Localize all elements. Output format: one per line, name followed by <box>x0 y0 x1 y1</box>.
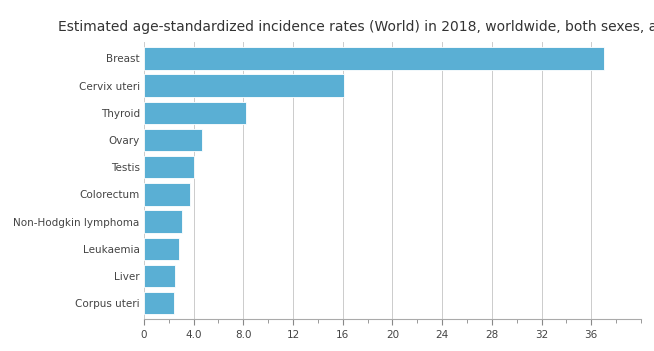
Bar <box>144 238 179 260</box>
Bar <box>144 129 202 151</box>
Bar <box>144 210 182 233</box>
Bar <box>144 47 604 69</box>
Bar <box>144 74 344 97</box>
Title: Estimated age-standardized incidence rates (World) in 2018, worldwide, both sexe: Estimated age-standardized incidence rat… <box>58 20 654 34</box>
Bar <box>144 292 174 314</box>
Bar <box>144 183 190 205</box>
Bar <box>144 156 194 178</box>
Bar <box>144 265 175 287</box>
Bar <box>144 102 246 124</box>
